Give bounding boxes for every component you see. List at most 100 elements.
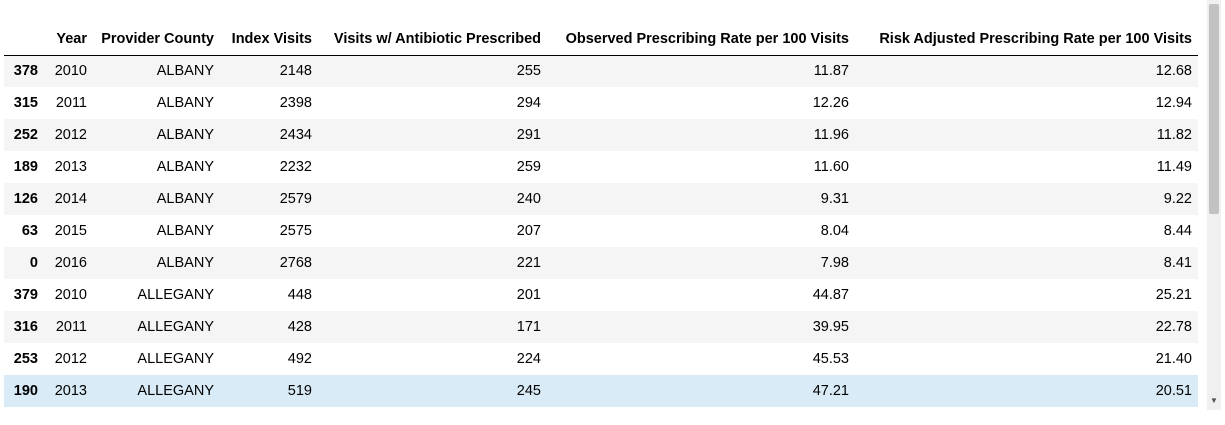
cell-provider-county: ALBANY: [156, 255, 214, 271]
scrollbar-thumb[interactable]: [1209, 4, 1219, 214]
cell-visits-antibiotic: 240: [516, 191, 541, 207]
cell-index-visits: 2148: [279, 63, 312, 80]
cell-year: 2011: [55, 319, 87, 335]
cell-visits-antibiotic: 171: [516, 319, 541, 335]
cell-observed-rate: 44.87: [812, 287, 849, 303]
header-year[interactable]: Year: [44, 3, 93, 56]
cell-observed-rate: 47.21: [812, 383, 849, 399]
table-row[interactable]: 252 2012 ALBANY 2434 291 11.96 11.82: [4, 119, 1198, 151]
cell-risk-adjusted-rate: 25.21: [1155, 287, 1192, 303]
cell-observed-rate: 39.95: [812, 319, 849, 335]
cell-provider-county: ALBANY: [156, 95, 214, 111]
cell-index-visits: 428: [287, 319, 312, 335]
cell-visits-antibiotic: 291: [516, 127, 541, 143]
cell-index-visits: 448: [287, 287, 312, 303]
cell-visits-antibiotic: 201: [516, 287, 541, 303]
row-index: 63: [21, 223, 38, 239]
cell-visits-antibiotic: 224: [516, 351, 541, 367]
header-index: [4, 3, 44, 56]
cell-index-visits: 2398: [279, 95, 312, 111]
cell-risk-adjusted-rate: 8.41: [1163, 255, 1192, 271]
cell-index-visits: 519: [287, 383, 312, 399]
cell-year: 2011: [55, 95, 87, 111]
row-index: 252: [13, 127, 38, 143]
table-row[interactable]: 0 2016 ALBANY 2768 221 7.98 8.41: [4, 247, 1198, 279]
cell-observed-rate: 9.31: [820, 191, 849, 207]
cell-risk-adjusted-rate: 12.94: [1155, 95, 1192, 111]
cell-risk-adjusted-rate: 21.40: [1155, 351, 1192, 367]
cell-index-visits: 2579: [279, 191, 312, 207]
cell-visits-antibiotic: 294: [516, 95, 541, 111]
table-row[interactable]: 190 2013 ALLEGANY 519 245 47.21 20.51: [4, 375, 1198, 407]
cell-index-visits: 2575: [279, 223, 312, 239]
cell-year: 2012: [54, 127, 87, 143]
header-visits-antibiotic[interactable]: Visits w/ Antibiotic Prescribed: [318, 3, 547, 56]
cell-observed-rate: 45.53: [812, 351, 849, 367]
cell-year: 2013: [54, 383, 87, 399]
vertical-scrollbar[interactable]: ▼: [1207, 0, 1221, 410]
cell-observed-rate: 11.96: [813, 127, 849, 143]
row-index: 316: [13, 319, 38, 335]
header-row: Year Provider County Index Visits Visits…: [4, 3, 1198, 56]
table-row[interactable]: 189 2013 ALBANY 2232 259 11.60 11.49: [4, 151, 1198, 183]
row-index: 189: [13, 159, 38, 175]
cell-observed-rate: 12.26: [812, 95, 849, 111]
cell-provider-county: ALLEGANY: [137, 319, 214, 335]
row-index: 190: [13, 383, 38, 399]
header-observed-rate[interactable]: Observed Prescribing Rate per 100 Visits: [547, 3, 855, 56]
bottom-area: [0, 410, 1207, 425]
row-index: 0: [29, 255, 38, 271]
cell-observed-rate: 11.60: [813, 159, 849, 175]
cell-observed-rate: 11.87: [813, 63, 849, 80]
table-row[interactable]: 126 2014 ALBANY 2579 240 9.31 9.22: [4, 183, 1198, 215]
cell-index-visits: 492: [287, 351, 312, 367]
cell-risk-adjusted-rate: 11.82: [1156, 127, 1192, 143]
row-index: 126: [13, 191, 38, 207]
cell-provider-county: ALBANY: [156, 159, 214, 175]
header-risk-adjusted-rate[interactable]: Risk Adjusted Prescribing Rate per 100 V…: [855, 3, 1198, 56]
cell-year: 2014: [54, 191, 87, 207]
cell-risk-adjusted-rate: 20.51: [1155, 383, 1192, 399]
cell-risk-adjusted-rate: 22.78: [1155, 319, 1192, 335]
cell-provider-county: ALBANY: [156, 63, 214, 80]
row-index: 253: [13, 351, 38, 367]
cell-observed-rate: 8.04: [820, 223, 849, 239]
table-row[interactable]: 316 2011 ALLEGANY 428 171 39.95 22.78: [4, 311, 1198, 343]
cell-risk-adjusted-rate: 9.22: [1163, 191, 1192, 207]
scroll-down-arrow-icon[interactable]: ▼: [1210, 396, 1218, 405]
cell-year: 2015: [54, 223, 87, 239]
cell-year: 2012: [54, 351, 87, 367]
cell-year: 2013: [54, 159, 87, 175]
cell-index-visits: 2768: [279, 255, 312, 271]
row-index: 379: [13, 287, 38, 303]
cell-provider-county: ALBANY: [156, 127, 214, 143]
table-row[interactable]: 378 2010 ALBANY 2148 255 11.87 12.68: [4, 55, 1198, 87]
cell-visits-antibiotic: 207: [516, 223, 541, 239]
row-index: 315: [13, 95, 38, 111]
cell-risk-adjusted-rate: 11.49: [1156, 159, 1192, 175]
cell-year: 2016: [54, 255, 87, 271]
dataframe-output: Year Provider County Index Visits Visits…: [4, 3, 1198, 407]
cell-risk-adjusted-rate: 12.68: [1155, 63, 1192, 80]
row-index: 378: [13, 63, 38, 80]
cell-provider-county: ALBANY: [156, 191, 214, 207]
table-row[interactable]: 315 2011 ALBANY 2398 294 12.26 12.94: [4, 87, 1198, 119]
cell-provider-county: ALBANY: [156, 223, 214, 239]
cell-visits-antibiotic: 259: [516, 159, 541, 175]
cell-year: 2010: [54, 287, 87, 303]
table-body: 378 2010 ALBANY 2148 255 11.87 12.68 315 2011 ALB…: [4, 55, 1198, 407]
table-row[interactable]: 63 2015 ALBANY 2575 207 8.04 8.44: [4, 215, 1198, 247]
cell-year: 2010: [54, 63, 87, 80]
cell-index-visits: 2434: [279, 127, 312, 143]
dataframe-table: Year Provider County Index Visits Visits…: [4, 3, 1198, 407]
cell-risk-adjusted-rate: 8.44: [1163, 223, 1192, 239]
header-index-visits[interactable]: Index Visits: [220, 3, 318, 56]
table-row[interactable]: 253 2012 ALLEGANY 492 224 45.53 21.40: [4, 343, 1198, 375]
cell-provider-county: ALLEGANY: [137, 383, 214, 399]
header-provider-county[interactable]: Provider County: [93, 3, 220, 56]
table-row[interactable]: 379 2010 ALLEGANY 448 201 44.87 25.21: [4, 279, 1198, 311]
cell-visits-antibiotic: 255: [516, 63, 541, 80]
cell-provider-county: ALLEGANY: [137, 351, 214, 367]
cell-visits-antibiotic: 221: [516, 255, 541, 271]
cell-index-visits: 2232: [279, 159, 312, 175]
